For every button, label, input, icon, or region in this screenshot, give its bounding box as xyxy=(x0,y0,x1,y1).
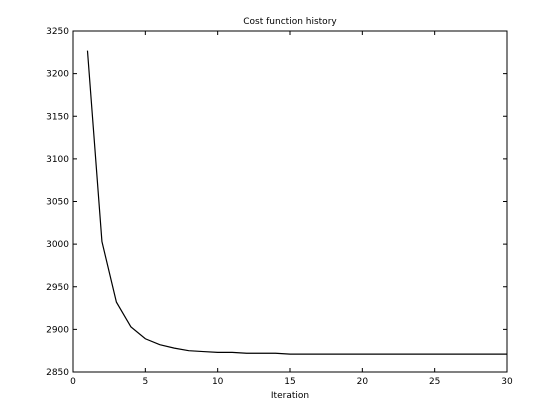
x-tick-label: 0 xyxy=(70,377,76,387)
x-tick-label: 25 xyxy=(429,377,440,387)
x-tick-label: 30 xyxy=(501,377,513,387)
x-tick-label: 5 xyxy=(142,377,148,387)
y-tick-label: 2950 xyxy=(46,283,69,293)
chart-title: Cost function history xyxy=(243,17,337,27)
y-tick-label: 3150 xyxy=(46,112,69,122)
cost-series-line xyxy=(86,50,507,355)
x-tick-label: 20 xyxy=(357,377,369,387)
x-tick-label: 15 xyxy=(284,377,295,387)
series-layer xyxy=(86,50,507,355)
ticks-layer: 0 5 10 15 20 25 30 2850 2900 2950 3000 3050 3100 3150… xyxy=(46,27,513,387)
y-tick-label: 2850 xyxy=(46,368,69,378)
y-tick-label: 3250 xyxy=(46,27,69,37)
y-tick-label: 3000 xyxy=(46,240,69,250)
x-axis-label: Iteration xyxy=(271,391,309,401)
y-tick-label: 2900 xyxy=(46,325,69,335)
y-tick-label: 3200 xyxy=(46,70,69,80)
y-tick-label: 3050 xyxy=(46,198,69,208)
y-tick-label: 3100 xyxy=(46,155,69,165)
x-tick-label: 10 xyxy=(212,377,224,387)
plot-area xyxy=(72,30,508,373)
